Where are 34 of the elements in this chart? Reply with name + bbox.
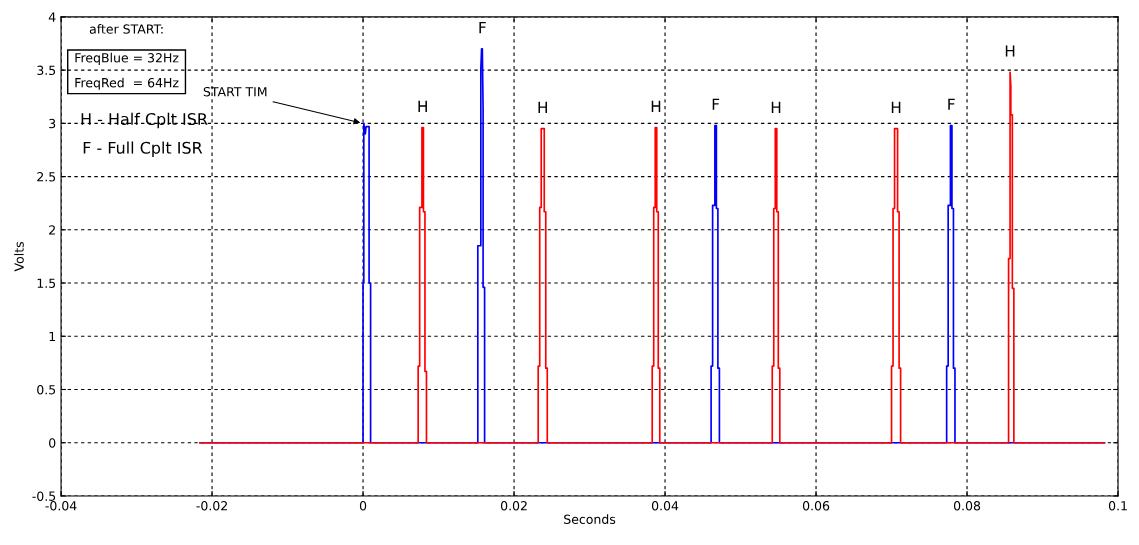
annotation: F — [712, 98, 720, 110]
x-tick-label: 0.06 — [802, 501, 830, 511]
y-tick-label: 3.5 — [37, 65, 56, 76]
x-tick-label: 0.02 — [500, 501, 527, 511]
y-tick-label: 1.5 — [37, 278, 56, 288]
x-tick-label: 0.1 — [1108, 501, 1127, 511]
y-tick-label: 1 — [49, 331, 56, 342]
annotation: H — [771, 101, 781, 113]
annotation: after START: — [89, 24, 163, 34]
x-tick-label: 0.08 — [953, 501, 981, 511]
y-tick-label: -0.5 — [32, 491, 56, 501]
x-tick-label: -0.02 — [196, 501, 227, 511]
y-tick-label: 3 — [49, 118, 56, 129]
y-tick-label: 2 — [49, 225, 55, 235]
annotation: FreqBlue = 32Hz — [75, 52, 179, 65]
annotation: FreqRed = 64Hz — [75, 77, 179, 90]
annotation: F — [479, 22, 486, 34]
annotation: START TIM — [203, 86, 267, 97]
x-tick-label: 0 — [359, 501, 367, 511]
annotation: H — [538, 101, 547, 113]
annotation: H — [651, 100, 661, 112]
annotation: F — [948, 98, 955, 110]
x-tick-label: -0.04 — [45, 501, 77, 511]
y-tick-label: 0.5 — [37, 384, 56, 395]
x-tick-label: 0.04 — [651, 501, 679, 511]
y-tick-label: 0 — [49, 438, 56, 448]
y-axis-title: Volts — [14, 241, 24, 272]
annotation: H — [891, 101, 901, 113]
y-tick-label: 4 — [48, 12, 56, 22]
annotation: F - Full Cplt ISR — [83, 141, 203, 157]
y-tick-label: 2.5 — [37, 172, 56, 182]
x-axis-title: Seconds — [564, 514, 616, 524]
annotation: H — [1005, 45, 1015, 57]
annotation: H — [418, 100, 427, 112]
